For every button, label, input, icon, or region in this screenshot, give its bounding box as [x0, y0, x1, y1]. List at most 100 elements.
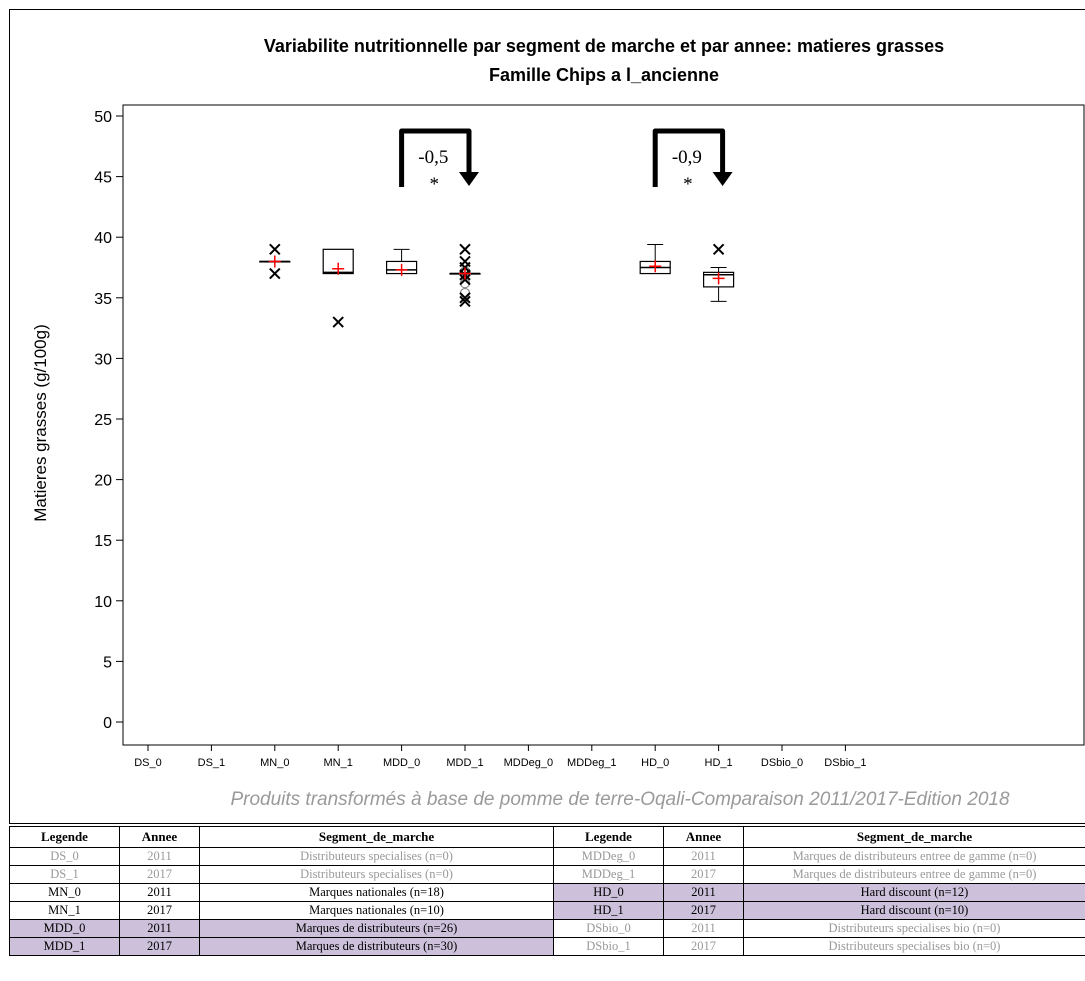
- legend-cell-segment: Marques de distributeurs (n=30): [199, 937, 554, 956]
- y-tick-label: 20: [94, 473, 112, 490]
- outlier-x-marker: [712, 243, 725, 256]
- legend-cell-code: HD_0: [553, 883, 664, 902]
- outlier-x-marker: [332, 316, 344, 328]
- plot-border: [122, 104, 1085, 746]
- significance-label: *: [683, 174, 693, 195]
- boxplot-chart: Variabilite nutritionnelle par segment d…: [31, 36, 1085, 810]
- legend-table: Legende Annee Segment_de_marche Legende …: [9, 826, 1085, 956]
- x-tick-label: HD_1: [705, 757, 733, 769]
- legend-cell-segment: Distributeurs specialises (n=0): [199, 847, 554, 866]
- legend-cell-year: 2017: [663, 865, 744, 884]
- legend-cell-year: 2011: [663, 883, 744, 902]
- x-tick-label: MDD_1: [446, 757, 483, 769]
- legend-row: MDD_0 2011 Marques de distributeurs (n=26)…: [9, 919, 1085, 938]
- change-value-label: -0,9: [672, 147, 702, 168]
- legend-row: DS_0 2011 Distributeurs specialises (n=0) M…: [9, 847, 1085, 866]
- legend-cell-code: DS_1: [9, 865, 120, 884]
- legend-row: DS_1 2017 Distributeurs specialises (n=0) M…: [9, 865, 1085, 884]
- chart-subtitle: Famille Chips a l_ancienne: [489, 65, 719, 85]
- significance-label: *: [430, 174, 440, 195]
- header-legende: Legende: [9, 826, 120, 848]
- legend-cell-year: 2017: [119, 865, 200, 884]
- outlier-x-marker: [459, 295, 471, 308]
- legend-cell-code: MDDeg_0: [553, 847, 664, 866]
- change-arrow-bracket: [652, 128, 726, 187]
- legend-cell-code: DS_0: [9, 847, 120, 866]
- mean-marker: [649, 260, 662, 273]
- legend-cell-segment: Marques de distributeurs entree de gamme…: [743, 847, 1085, 866]
- header-annee: Annee: [119, 826, 200, 848]
- legend-cell-year: 2017: [119, 937, 200, 956]
- outlier-x-marker: [269, 243, 281, 256]
- x-tick-label: MN_1: [324, 757, 353, 769]
- plot-area: 0 5 10 15 20 25 30 35 40 45 50 DS_0 DS_1 MN_0 MN_1 MDD_…: [94, 104, 1085, 769]
- legend-cell-segment: Distributeurs specialises bio (n=0): [743, 919, 1085, 938]
- header-segment: Segment_de_marche: [199, 826, 554, 848]
- change-value-label: -0,5: [418, 147, 448, 168]
- legend-cell-segment: Marques de distributeurs (n=26): [199, 919, 554, 938]
- legend-cell-segment: Hard discount (n=12): [743, 883, 1085, 902]
- legend-cell-year: 2011: [663, 919, 744, 938]
- y-tick-label: 15: [94, 533, 112, 550]
- legend-cell-segment: Distributeurs specialises bio (n=0): [743, 937, 1085, 956]
- y-tick-label: 5: [103, 654, 112, 671]
- change-arrow-bracket: [399, 128, 472, 187]
- legend-cell-code: MN_0: [9, 883, 120, 902]
- legend-cell-year: 2011: [663, 847, 744, 866]
- legend-row: MN_0 2011 Marques nationales (n=18) HD_0 201…: [9, 883, 1085, 902]
- header-segment: Segment_de_marche: [743, 826, 1085, 848]
- legend-cell-year: 2011: [119, 847, 200, 866]
- legend-row: MN_1 2017 Marques nationales (n=10) HD_1 201…: [9, 901, 1085, 920]
- legend-cell-year: 2017: [119, 901, 200, 920]
- x-tick-label: MDDeg_0: [504, 757, 554, 769]
- x-tick-label: DS_0: [134, 757, 162, 769]
- legend-cell-code: DSbio_0: [553, 919, 664, 938]
- legend-cell-year: 2011: [119, 919, 200, 938]
- mean-marker: [268, 255, 281, 268]
- x-tick-label: MDDeg_1: [567, 757, 617, 769]
- header-legende: Legende: [553, 826, 664, 848]
- y-tick-label: 30: [94, 351, 112, 368]
- mean-marker: [395, 263, 408, 276]
- y-tick-label: 50: [94, 109, 112, 126]
- legend-cell-segment: Distributeurs specialises (n=0): [199, 865, 554, 884]
- legend-cell-year: 2011: [119, 883, 200, 902]
- legend-cell-year: 2017: [663, 901, 744, 920]
- mean-marker: [712, 272, 725, 285]
- legend-cell-code: MDD_1: [9, 937, 120, 956]
- mean-marker: [332, 262, 345, 275]
- y-tick-label: 40: [94, 230, 112, 247]
- y-tick-label: 0: [103, 715, 112, 732]
- chart-footer: Produits transformés à base de pomme de …: [230, 789, 1010, 810]
- x-tick-label: DSbio_0: [761, 757, 803, 769]
- legend-row: MDD_1 2017 Marques de distributeurs (n=30)…: [9, 937, 1085, 956]
- outlier-x-marker: [459, 292, 471, 304]
- change-arrow-head: [712, 172, 733, 186]
- x-tick-label: DSbio_1: [824, 757, 866, 769]
- y-tick-label: 10: [94, 594, 112, 611]
- header-annee: Annee: [663, 826, 744, 848]
- outlier-x-marker: [459, 273, 471, 286]
- box: [702, 271, 735, 288]
- y-axis-title: Matieres grasses (g/100g): [31, 324, 50, 521]
- legend-cell-segment: Hard discount (n=10): [743, 901, 1085, 920]
- change-arrow-head: [459, 172, 479, 186]
- y-tick-label: 25: [94, 412, 112, 429]
- y-tick-label: 35: [94, 291, 112, 308]
- legend-cell-year: 2017: [663, 937, 744, 956]
- legend-cell-segment: Marques de distributeurs entree de gamme…: [743, 865, 1085, 884]
- legend-cell-segment: Marques nationales (n=10): [199, 901, 554, 920]
- outlier-x-marker: [269, 267, 281, 280]
- legend-cell-code: MDD_0: [9, 919, 120, 938]
- chart-frame: [9, 9, 1085, 824]
- legend-cell-segment: Marques nationales (n=18): [199, 883, 554, 902]
- outlier-circle-marker: [460, 287, 470, 298]
- x-tick-label: HD_0: [641, 757, 669, 769]
- outlier-x-marker: [459, 243, 471, 256]
- x-tick-label: MDD_0: [383, 757, 420, 769]
- legend-header-row: Legende Annee Segment_de_marche Legende …: [9, 826, 1085, 848]
- y-tick-label: 45: [94, 170, 112, 187]
- legend-cell-code: MN_1: [9, 901, 120, 920]
- legend-cell-code: MDDeg_1: [553, 865, 664, 884]
- x-tick-label: DS_1: [198, 757, 226, 769]
